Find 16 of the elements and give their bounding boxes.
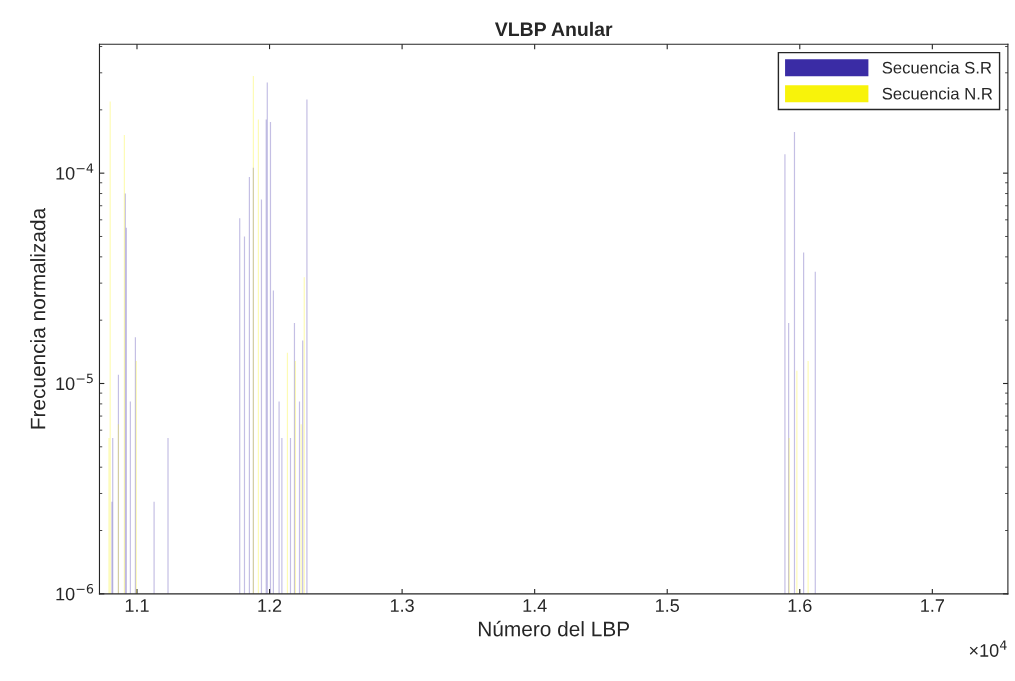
x-tick-label: 1.3 [390,599,414,612]
legend-label: Secuencia S.R [882,61,992,74]
x-tick-label: 1.7 [921,599,944,612]
x-tick-label: 1.4 [523,599,547,612]
y-axis-title: Frecuencia normalizada [30,207,46,429]
y-tick-label: 10$^{−4}$ [56,163,94,180]
x-axis-title: Número del LBP [478,620,630,637]
chart-title: VLBP Anular [494,21,613,37]
x-tick-label: 1.1 [125,599,149,612]
text: ×10$^{4}$ [969,640,1007,657]
y-tick-label: 10$^{−6}$ [56,583,94,601]
y-tick-label: 10$^{−5}$ [56,373,93,391]
x-tick-label: 1.2 [258,599,282,612]
x-tick-label: 1.6 [788,599,812,612]
legend-label: Secuencia N.R [882,87,993,100]
x-tick-label: 1.5 [656,599,680,612]
